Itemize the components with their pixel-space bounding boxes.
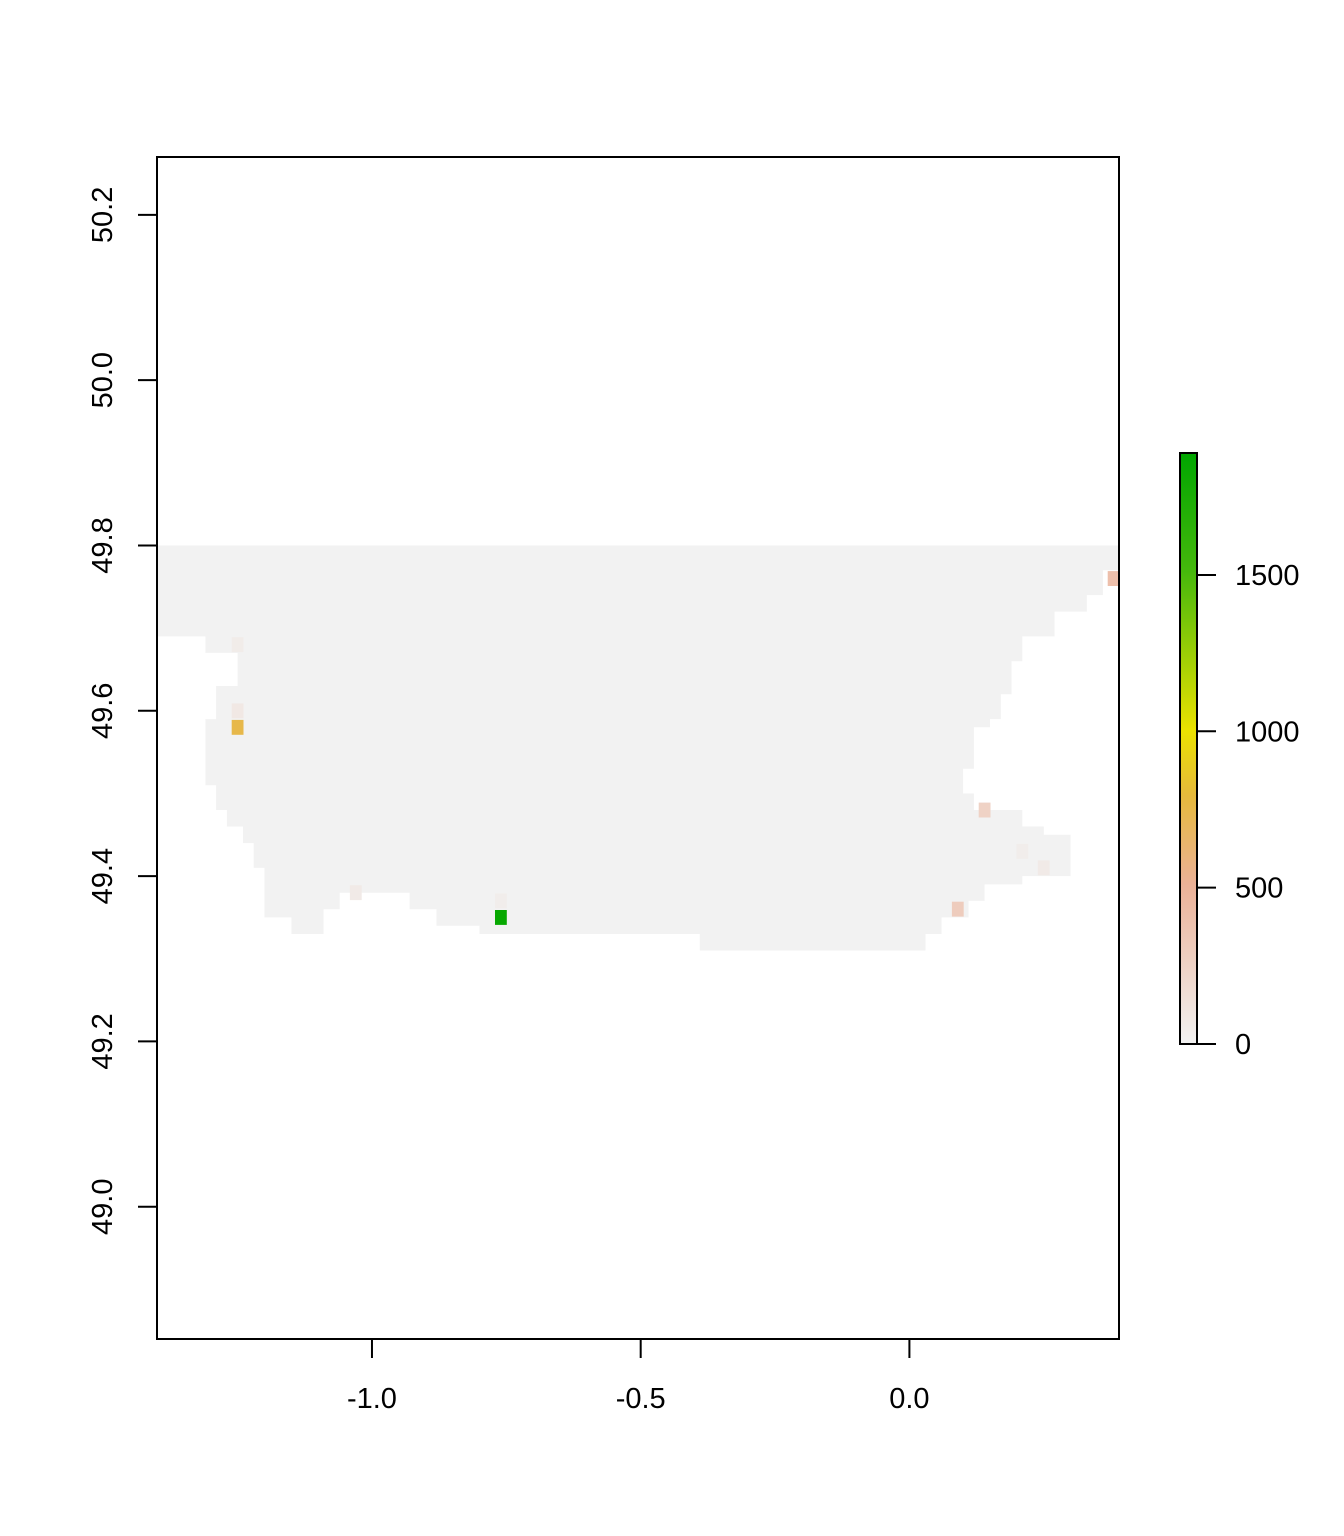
x-tick-label: -0.5 bbox=[616, 1383, 666, 1415]
x-axis: -1.0 -0.5 0.0 bbox=[347, 1338, 930, 1415]
raster-cell bbox=[495, 893, 507, 909]
raster-cell bbox=[1016, 843, 1029, 859]
raster-cell bbox=[951, 901, 964, 917]
y-tick-label: 49.6 bbox=[87, 683, 119, 739]
y-tick-label: 50.0 bbox=[87, 352, 119, 408]
raster-cell bbox=[231, 637, 244, 653]
legend-ticks: 0 500 1000 1500 bbox=[1197, 560, 1300, 1061]
raster-cell bbox=[231, 703, 244, 719]
x-tick-label: -1.0 bbox=[347, 1383, 397, 1415]
y-tick-label: 49.2 bbox=[87, 1013, 119, 1069]
raster-layer bbox=[157, 545, 1119, 951]
y-tick-label: 49.4 bbox=[87, 848, 119, 904]
y-tick-label: 50.2 bbox=[87, 187, 119, 243]
legend-tick-label: 1500 bbox=[1235, 560, 1300, 592]
raster-cell bbox=[495, 910, 507, 925]
legend-tick-label: 500 bbox=[1235, 873, 1283, 905]
raster-cell bbox=[349, 885, 362, 901]
color-legend: 0 500 1000 1500 bbox=[1179, 452, 1300, 1061]
y-axis: 49.0 49.2 49.4 49.6 49.8 50.0 50.2 bbox=[87, 187, 158, 1235]
y-tick-label: 49.0 bbox=[87, 1179, 119, 1235]
legend-colorbar bbox=[1179, 452, 1198, 1045]
land-raster-area bbox=[157, 545, 1119, 951]
raster-cell bbox=[1037, 860, 1050, 876]
y-tick-label: 49.8 bbox=[87, 517, 119, 573]
raster-cell bbox=[978, 802, 991, 818]
raster-cell bbox=[231, 719, 244, 735]
legend-tick-label: 0 bbox=[1235, 1029, 1251, 1061]
raster-cell bbox=[1107, 571, 1119, 586]
x-tick-label: 0.0 bbox=[889, 1383, 929, 1415]
legend-tick-label: 1000 bbox=[1235, 716, 1300, 748]
